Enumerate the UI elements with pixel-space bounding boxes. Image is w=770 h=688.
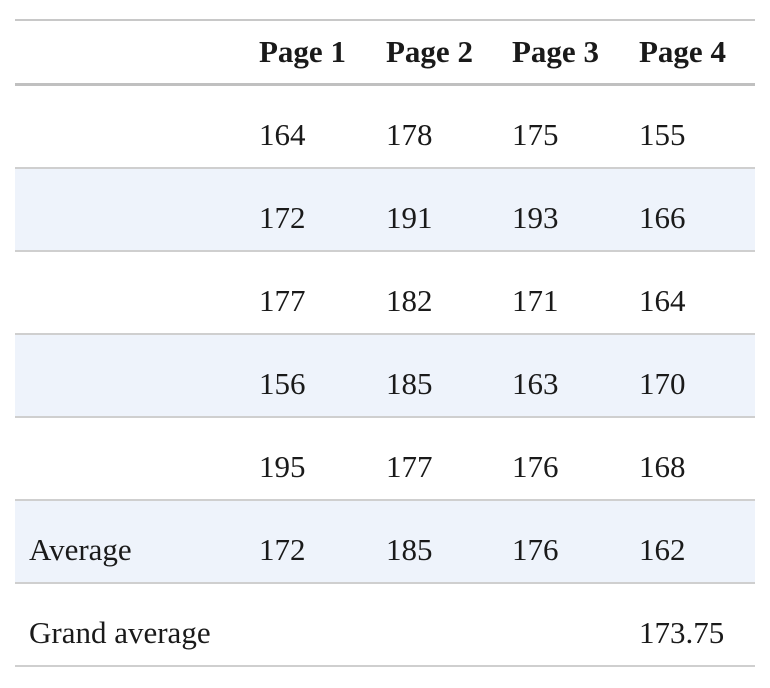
table-cell: 163 <box>512 365 559 401</box>
table-cell: 195 <box>259 448 306 484</box>
average-row: Average 172 185 176 162 <box>15 501 755 584</box>
table-cell: 171 <box>512 282 559 318</box>
table-header-row: Page 1 Page 2 Page 3 Page 4 <box>15 21 755 86</box>
table-cell: 185 <box>386 365 433 401</box>
table-cell: 177 <box>259 282 306 318</box>
average-cell: 185 <box>386 531 433 567</box>
table-cell: 178 <box>386 116 433 152</box>
table-cell: 193 <box>512 199 559 235</box>
table-cell: 164 <box>259 116 306 152</box>
table-cell: 155 <box>639 116 686 152</box>
header-cell-page-2: Page 2 <box>386 34 473 69</box>
table-cell: 164 <box>639 282 686 318</box>
table-row: 172 191 193 166 <box>15 169 755 252</box>
header-cell-page-3: Page 3 <box>512 34 599 69</box>
table-cell: 176 <box>512 448 559 484</box>
table-row: 164 178 175 155 <box>15 86 755 169</box>
header-cell-page-4: Page 4 <box>639 34 726 69</box>
average-cell: 176 <box>512 531 559 567</box>
table-cell: 177 <box>386 448 433 484</box>
table-row: 177 182 171 164 <box>15 252 755 335</box>
table-cell: 156 <box>259 365 306 401</box>
data-table: Page 1 Page 2 Page 3 Page 4 164 178 175 … <box>15 19 755 667</box>
table-cell: 170 <box>639 365 686 401</box>
table-row: 195 177 176 168 <box>15 418 755 501</box>
table-row: 156 185 163 170 <box>15 335 755 418</box>
header-cell-page-1: Page 1 <box>259 34 346 69</box>
grand-average-row: Grand average 173.75 <box>15 584 755 667</box>
table-cell: 168 <box>639 448 686 484</box>
table-cell: 175 <box>512 116 559 152</box>
table-cell: 191 <box>386 199 433 235</box>
table-cell: 172 <box>259 199 306 235</box>
table-cell: 182 <box>386 282 433 318</box>
average-label: Average <box>29 531 132 567</box>
average-cell: 162 <box>639 531 686 567</box>
grand-average-label: Grand average <box>29 614 211 650</box>
average-cell: 172 <box>259 531 306 567</box>
table-cell: 166 <box>639 199 686 235</box>
grand-average-value: 173.75 <box>639 614 725 650</box>
